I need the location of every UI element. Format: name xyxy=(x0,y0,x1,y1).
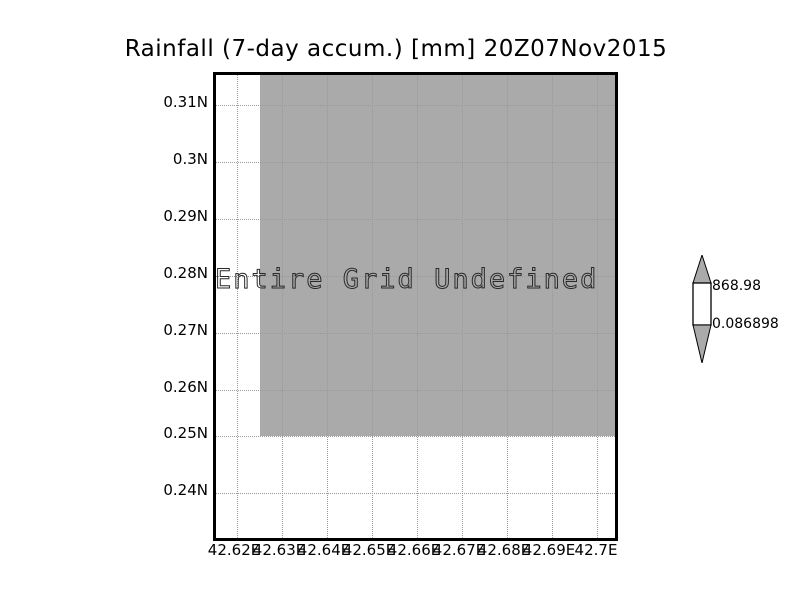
gridline-vertical xyxy=(282,75,283,538)
plot-frame xyxy=(213,72,618,541)
x-tick-label: 42.69E xyxy=(522,541,576,559)
gridline-horizontal xyxy=(216,105,615,106)
colorbar-band xyxy=(692,282,712,326)
y-tick-label: 0.25N xyxy=(163,424,208,442)
colorbar-graphic xyxy=(692,255,712,363)
colorbar-low-label: 0.086898 xyxy=(712,316,779,332)
page-title: Rainfall (7-day accum.) [mm] 20Z07Nov201… xyxy=(124,36,668,62)
x-tick-label: 42.64E xyxy=(297,541,351,559)
gridline-horizontal xyxy=(216,276,615,277)
plot-area xyxy=(216,75,615,538)
undefined-data-region xyxy=(260,75,615,436)
x-tick-label: 42.62E xyxy=(207,541,261,559)
colorbar-upper-cap-triangle-icon xyxy=(692,255,712,284)
gridline-vertical xyxy=(507,75,508,538)
x-tick-label: 42.65E xyxy=(342,541,396,559)
y-tick-label: 0.26N xyxy=(163,378,208,396)
gridline-horizontal xyxy=(216,162,615,163)
x-tick-label: 42.7E xyxy=(574,541,618,559)
gridline-vertical xyxy=(552,75,553,538)
gridline-horizontal xyxy=(216,436,615,437)
y-tick-label: 0.24N xyxy=(163,481,208,499)
entire-grid-undefined-label: Entire Grid Undefined xyxy=(214,264,599,296)
x-axis-labels: 42.62E 42.63E 42.64E 42.65E 42.66E 42.67… xyxy=(208,541,618,565)
y-axis-labels: 0.31N 0.3N 0.29N 0.28N 0.27N 0.26N 0.25N… xyxy=(0,72,208,535)
y-tick-label: 0.29N xyxy=(163,207,208,225)
gridline-vertical xyxy=(462,75,463,538)
gridline-vertical xyxy=(237,75,238,538)
gridline-vertical xyxy=(372,75,373,538)
gridline-vertical xyxy=(327,75,328,538)
colorbar-lower-cap-triangle-icon xyxy=(692,324,712,363)
x-tick-label: 42.67E xyxy=(432,541,486,559)
gridline-vertical xyxy=(417,75,418,538)
colorbar-high-label: 868.98 xyxy=(712,278,761,294)
x-tick-label: 42.63E xyxy=(252,541,306,559)
gridline-horizontal xyxy=(216,333,615,334)
y-tick-label: 0.27N xyxy=(163,321,208,339)
gridline-horizontal xyxy=(216,390,615,391)
gridline-horizontal xyxy=(216,219,615,220)
colorbar: 868.98 0.086898 xyxy=(690,255,790,363)
x-tick-label: 42.68E xyxy=(477,541,531,559)
x-tick-label: 42.66E xyxy=(387,541,441,559)
y-tick-label: 0.31N xyxy=(163,93,208,111)
y-tick-label: 0.3N xyxy=(172,150,208,168)
gridline-horizontal xyxy=(216,493,615,494)
gridline-vertical xyxy=(597,75,598,538)
y-tick-label: 0.28N xyxy=(163,264,208,282)
